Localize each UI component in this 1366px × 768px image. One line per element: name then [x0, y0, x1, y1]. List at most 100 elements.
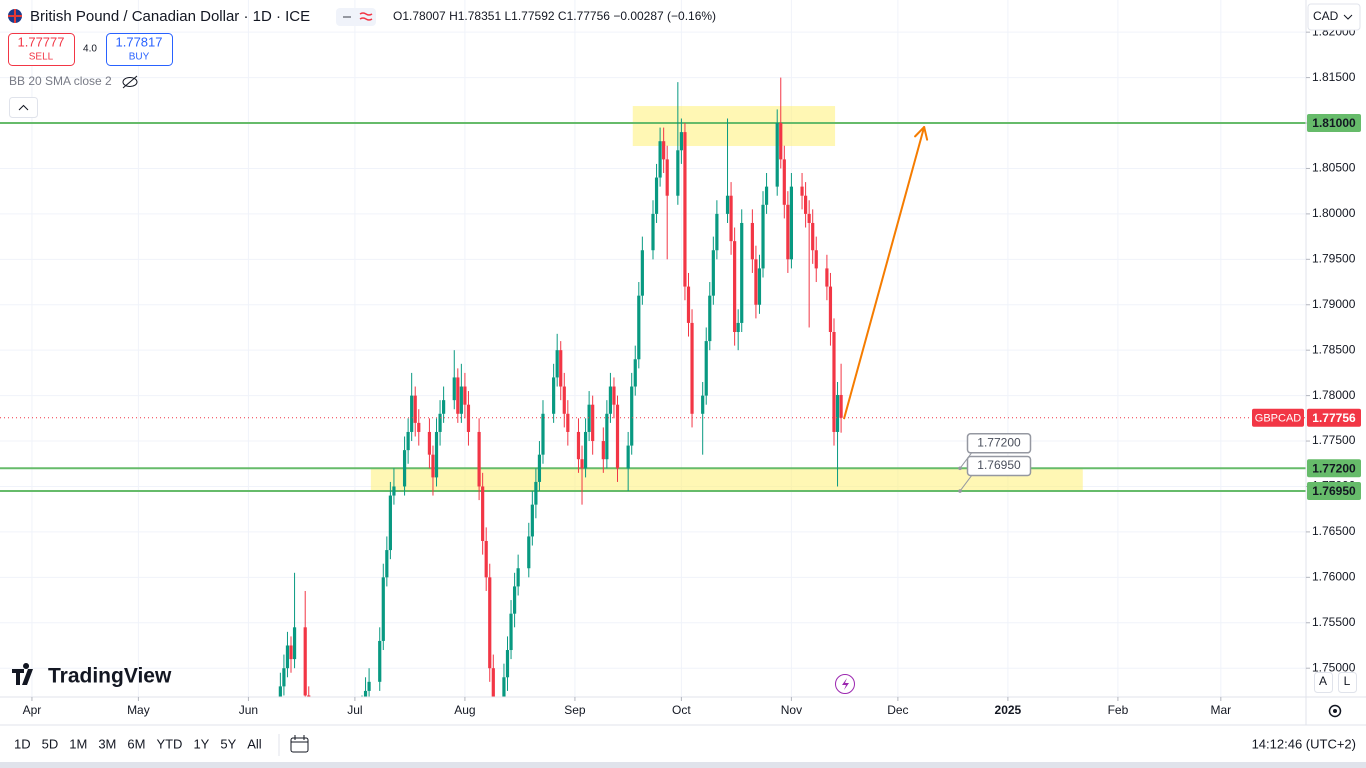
candle-body	[516, 568, 520, 587]
symbol-title[interactable]: British Pound / Canadian Dollar · 1D · I…	[30, 8, 310, 25]
currency[interactable]: CAD	[1313, 9, 1339, 23]
candle-body	[832, 332, 836, 432]
candle-body	[715, 213, 719, 251]
sell-label[interactable]: SELL	[29, 52, 54, 63]
candle-body	[662, 141, 666, 160]
trend-arrow	[842, 126, 926, 420]
gear-ring[interactable]	[1328, 704, 1342, 718]
candle-body	[381, 577, 385, 641]
candle-body	[385, 550, 389, 578]
grid	[0, 0, 1306, 697]
symbol-label: GBPCAD	[1255, 413, 1302, 425]
candle-body	[804, 195, 808, 214]
level-axis-label-box	[1307, 459, 1361, 478]
candle-body	[683, 132, 687, 287]
candle-body	[782, 159, 786, 205]
ohlc-value: 1.77592	[511, 9, 555, 23]
hide-indicator[interactable]	[122, 75, 138, 89]
ohlc-value: 1.78351	[458, 9, 502, 23]
spread: 4.0	[83, 44, 97, 55]
candle-body	[552, 377, 556, 414]
candle-body	[779, 123, 783, 160]
auto-scale-button[interactable]: A	[1319, 674, 1327, 688]
ohlc-legend: O1.78007 H1.78351 L1.77592 C1.77756 −0.0…	[393, 9, 716, 23]
clock[interactable]: 14:12:46 (UTC+2)	[1252, 736, 1356, 751]
currency-box[interactable]	[1307, 3, 1361, 31]
candle-body	[559, 350, 563, 387]
candle-body	[466, 404, 471, 432]
bottom-strip	[0, 762, 1366, 768]
candle-body	[708, 295, 712, 342]
buy-price[interactable]: 1.77817	[116, 34, 163, 49]
calendar-icon[interactable]	[290, 737, 309, 753]
candle-body	[828, 286, 833, 333]
candle-body	[488, 577, 492, 669]
range-button[interactable]: 1Y	[193, 736, 209, 751]
collapse-box[interactable]	[9, 97, 38, 118]
candle-body	[363, 690, 368, 697]
events-button[interactable]	[835, 674, 855, 694]
eye-icon[interactable]	[122, 77, 138, 87]
buy-button[interactable]: 1.77817 BUY	[106, 33, 173, 66]
candle-body	[456, 377, 460, 414]
candle-body	[343, 723, 346, 732]
y-tick-label: 1.75000	[1312, 660, 1356, 674]
level-axis-label-box	[1307, 114, 1361, 133]
candle-body	[303, 627, 307, 696]
auto-scale-box[interactable]	[1314, 672, 1333, 693]
logo[interactable]: TradingView	[12, 663, 172, 688]
settings-button[interactable]	[1328, 704, 1342, 718]
candle-body	[612, 386, 616, 405]
y-tick-label: 1.76500	[1312, 524, 1356, 538]
zone	[370, 469, 1083, 491]
range-button[interactable]: 1D	[14, 736, 31, 751]
candle-body	[477, 431, 481, 487]
dropdown-chevron	[1343, 14, 1353, 20]
level-axis-label: 1.81000	[1312, 116, 1356, 130]
range-button[interactable]: 5Y	[220, 736, 236, 751]
log-scale-box[interactable]	[1338, 672, 1357, 693]
candle-body	[307, 695, 311, 697]
arrow-head	[914, 126, 926, 138]
candle-body	[512, 586, 517, 614]
candle-body	[839, 394, 843, 418]
range-button[interactable]: All	[247, 736, 262, 751]
logo-text[interactable]: TradingView	[48, 665, 172, 688]
range-button[interactable]: 3M	[98, 736, 116, 751]
market-status[interactable]	[336, 8, 376, 26]
candle-body	[278, 686, 282, 697]
candle-body	[615, 404, 620, 469]
sell-box[interactable]	[8, 33, 75, 66]
candle-body	[417, 422, 421, 432]
candle-body	[786, 204, 790, 260]
callout-leader	[959, 474, 973, 492]
range-button[interactable]: 5D	[42, 736, 59, 751]
buy-box[interactable]	[106, 33, 173, 66]
range-button[interactable]: 6M	[127, 736, 145, 751]
x-tick-label: Aug	[454, 703, 475, 717]
y-tick-label: 1.76000	[1312, 570, 1356, 584]
log-scale-button[interactable]: L	[1344, 674, 1351, 688]
sell-price[interactable]: 1.77777	[18, 34, 65, 49]
range-button[interactable]: YTD	[156, 736, 182, 751]
range-button[interactable]: 1M	[69, 736, 87, 751]
y-tick-label: 1.79500	[1312, 251, 1356, 265]
buy-label[interactable]: BUY	[129, 52, 150, 63]
candle-body	[704, 341, 708, 396]
candle-body	[378, 640, 382, 682]
candle-body	[605, 413, 609, 460]
indicator-legend[interactable]: BB 20 SMA close 2	[9, 74, 112, 88]
candle-body	[442, 400, 446, 414]
sell-button[interactable]: 1.77777 SELL	[8, 33, 75, 66]
collapse-button[interactable]	[9, 97, 38, 118]
candle-body	[754, 259, 758, 305]
candle-body	[608, 386, 613, 414]
candle-body	[289, 645, 293, 660]
date-range-button[interactable]	[290, 735, 309, 753]
candle-body	[761, 204, 765, 269]
candle-body	[825, 268, 829, 287]
range-bar: 1D 5D 1M 3M 6M YTD 1Y 5Y All	[14, 736, 262, 751]
x-tick-label: Jul	[347, 703, 362, 717]
currency-select[interactable]: CAD	[1307, 3, 1361, 31]
